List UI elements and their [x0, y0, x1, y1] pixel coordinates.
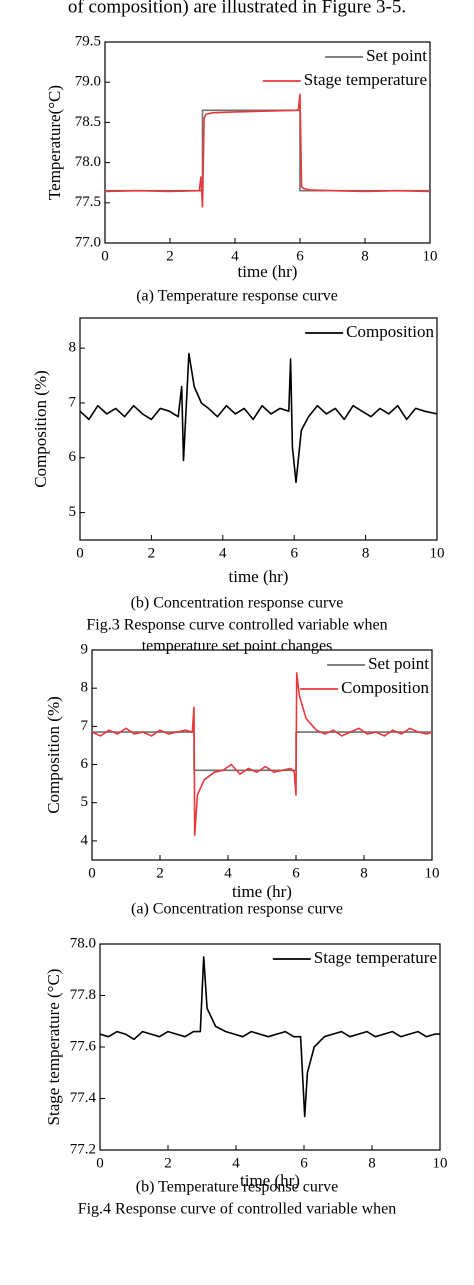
x-tick-label: 6 [296, 248, 304, 264]
x-tick-label: 4 [219, 545, 227, 561]
y-tick-label: 9 [81, 641, 89, 657]
legend-label: Set point [368, 654, 429, 673]
chart: 0 2 4 6 8 10 5 6 7 8 time (hr) Composition (%) Compo… [31, 317, 445, 612]
y-tick-label: 77.2 [70, 1141, 96, 1157]
x-tick-label: 8 [362, 545, 370, 561]
y-tick-label: 78.5 [75, 114, 101, 130]
x-axis-label: time (hr) [238, 262, 298, 281]
x-tick-label: 2 [156, 865, 164, 881]
chart: 0 2 4 6 8 10 77.2 77.4 77.6 77.8 78.0 time (hr) Stag… [44, 935, 448, 1195]
x-tick-label: 0 [76, 545, 84, 561]
y-axis-label: Composition (%) [31, 370, 50, 488]
chart: 0 2 4 6 8 10 77.0 77.5 78.0 78.5 79.0 79.5 time (hr)… [45, 33, 438, 304]
y-tick-label: 77.8 [70, 987, 96, 1003]
y-tick-label: 77.4 [70, 1090, 97, 1106]
x-tick-label: 4 [232, 1155, 240, 1171]
x-tick-label: 6 [292, 865, 300, 881]
x-axis-label: time (hr) [232, 882, 292, 901]
plot-frame [91, 649, 433, 861]
x-tick-label: 0 [96, 1155, 104, 1171]
plot-frame [104, 41, 431, 244]
x-axis-label: time (hr) [229, 567, 289, 586]
y-tick-label: 78.0 [75, 154, 101, 170]
chart-caption: (b) Concentration response curve [131, 595, 344, 612]
legend-label: Set point [366, 46, 427, 65]
chart-caption: (a) Temperature response curve [136, 288, 338, 305]
y-tick-label: 78.0 [70, 935, 96, 951]
x-tick-label: 10 [425, 865, 440, 881]
x-tick-label: 6 [300, 1155, 308, 1171]
x-axis-label: time (hr) [240, 1171, 300, 1190]
y-tick-label: 7 [81, 718, 89, 734]
data-line [105, 109, 430, 192]
y-tick-label: 79.5 [75, 33, 101, 49]
x-tick-label: 2 [166, 248, 174, 264]
chart-caption: (b) Temperature response curve [136, 1179, 339, 1196]
y-tick-label: 79.0 [75, 74, 101, 90]
y-tick-label: 6 [69, 449, 77, 465]
data-line [99, 956, 440, 1118]
legend-label: Stage temperature [314, 948, 437, 967]
data-line [104, 93, 431, 208]
x-tick-label: 4 [224, 865, 232, 881]
x-tick-label: 10 [433, 1155, 448, 1171]
legend-label: Composition [341, 678, 429, 697]
x-tick-label: 4 [231, 248, 239, 264]
data-line [92, 731, 432, 772]
plot-frame [99, 943, 441, 1151]
x-tick-label: 8 [360, 865, 368, 881]
x-tick-label: 2 [164, 1155, 172, 1171]
y-tick-label: 5 [69, 504, 77, 520]
figure-caption: temperature set point changes [142, 638, 333, 655]
x-tick-label: 0 [88, 865, 96, 881]
x-tick-label: 6 [290, 545, 298, 561]
legend-label: Composition [346, 322, 434, 341]
y-tick-label: 8 [69, 340, 77, 356]
y-axis-label: Temperature(°C) [45, 85, 64, 200]
y-axis-label: Composition (%) [44, 696, 63, 814]
figure-caption: Fig.4 Response curve of controlled varia… [78, 1201, 397, 1218]
x-tick-label: 2 [148, 545, 156, 561]
x-tick-label: 10 [423, 248, 438, 264]
y-tick-label: 77.6 [70, 1038, 97, 1054]
x-tick-label: 0 [101, 248, 109, 264]
chart-caption: (a) Concentration response curve [131, 901, 343, 918]
body-text: of composition) are illustrated in Figur… [68, 0, 406, 17]
x-tick-label: 10 [430, 545, 445, 561]
figure-caption: Fig.3 Response curve controlled variable… [86, 617, 387, 634]
data-line [79, 352, 438, 484]
x-tick-label: 8 [368, 1155, 376, 1171]
y-tick-label: 4 [81, 832, 89, 848]
y-tick-label: 77.5 [75, 194, 101, 210]
data-line [91, 672, 433, 837]
chart: 0 2 4 6 8 10 4 5 6 7 8 9 time (hr) Composition (%) Set… [44, 641, 440, 917]
y-tick-label: 6 [81, 756, 89, 772]
plot-frame [79, 317, 438, 541]
y-tick-label: 8 [81, 680, 89, 696]
x-tick-label: 8 [361, 248, 369, 264]
y-tick-label: 77.0 [75, 234, 101, 250]
y-axis-label: Stage temperature (°C) [44, 969, 63, 1126]
legend-label: Stage temperature [304, 70, 427, 89]
y-tick-label: 5 [81, 794, 89, 810]
y-tick-label: 7 [69, 394, 77, 410]
